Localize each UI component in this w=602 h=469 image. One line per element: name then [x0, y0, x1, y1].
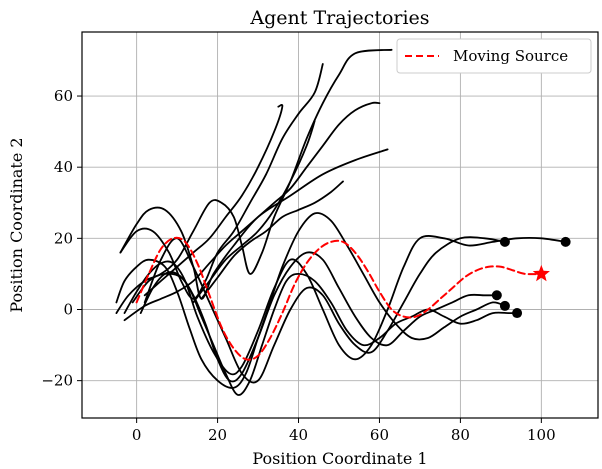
- agent-end-marker: [491, 290, 502, 301]
- y-axis-label: Position Coordinate 2: [7, 137, 26, 312]
- x-tick-label: 80: [451, 426, 470, 444]
- agent-trajectory-10: [192, 120, 316, 304]
- agent-end-marker: [560, 236, 571, 247]
- y-tick-label: 20: [54, 229, 73, 247]
- x-tick-label: 100: [527, 426, 556, 444]
- agent-trajectory-2: [119, 148, 389, 300]
- x-tick-label: 20: [208, 426, 227, 444]
- y-tick-label: 60: [54, 87, 73, 105]
- agent-trajectory-8: [115, 48, 393, 314]
- agent-trajectory-12: [143, 104, 284, 297]
- agent-trajectory-5: [131, 251, 498, 383]
- agent-trajectory-4: [123, 101, 381, 322]
- plot-frame: [81, 31, 599, 419]
- series-layer: [115, 48, 567, 396]
- agent-end-marker: [499, 236, 510, 247]
- y-tick-label: 40: [54, 158, 73, 176]
- x-axis-label: Position Coordinate 1: [252, 449, 427, 468]
- agent-trajectory-7: [139, 271, 518, 396]
- legend-label-moving-source: Moving Source: [453, 47, 568, 65]
- agent-trajectory-9: [119, 63, 324, 300]
- legend: Moving Source: [396, 38, 592, 74]
- y-tick-label: −20: [41, 372, 73, 390]
- tick-layer: 0 20 40 60 80 100 −20 0 20 40 60: [41, 87, 555, 444]
- x-tick-label: 60: [370, 426, 389, 444]
- agent-end-marker: [512, 308, 523, 319]
- grid-layer: [82, 32, 598, 418]
- x-tick-label: 0: [132, 426, 142, 444]
- agent-end-marker: [499, 300, 510, 311]
- moving-source-line: [135, 236, 543, 361]
- y-tick-label: 0: [63, 300, 73, 318]
- chart-title: Agent Trajectories: [249, 7, 429, 29]
- source-star-marker: [532, 264, 550, 282]
- agent-trajectory-6: [115, 212, 506, 389]
- legend-box: [396, 38, 592, 74]
- marker-layer: [491, 236, 571, 319]
- agent-trajectory-11: [200, 180, 344, 300]
- x-tick-label: 40: [289, 426, 308, 444]
